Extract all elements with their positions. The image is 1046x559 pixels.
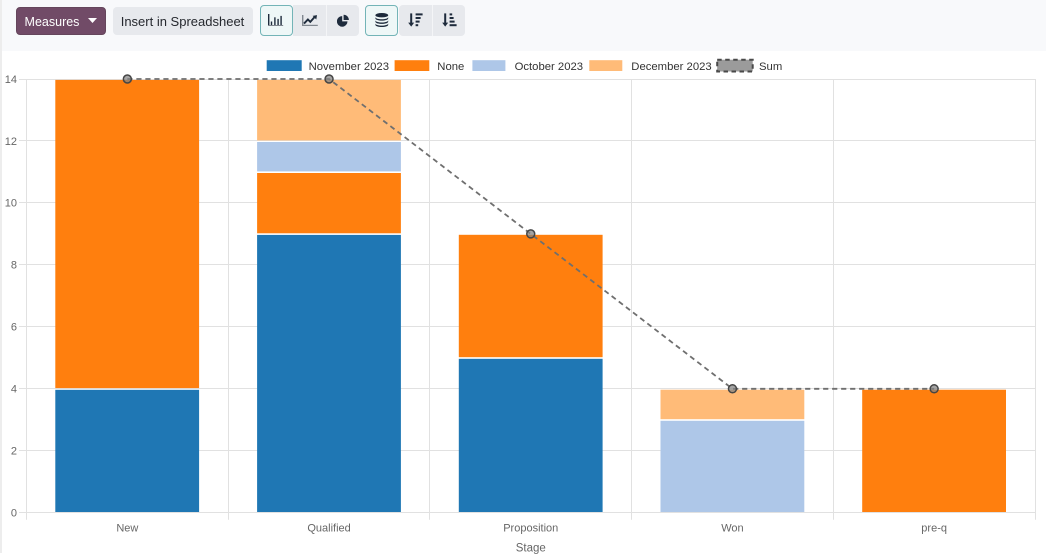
svg-text:None: None xyxy=(437,61,464,73)
svg-text:0: 0 xyxy=(11,508,17,520)
svg-text:12: 12 xyxy=(5,136,17,148)
svg-text:Won: Won xyxy=(721,523,743,535)
svg-text:December 2023: December 2023 xyxy=(631,61,711,73)
svg-text:10: 10 xyxy=(5,198,17,210)
svg-text:Sum: Sum xyxy=(759,61,782,73)
svg-text:New: New xyxy=(116,523,138,535)
svg-text:14: 14 xyxy=(5,74,17,86)
svg-text:pre-q: pre-q xyxy=(921,523,947,535)
svg-text:Proposition: Proposition xyxy=(503,523,558,535)
svg-text:October 2023: October 2023 xyxy=(515,61,583,73)
svg-text:8: 8 xyxy=(11,260,17,272)
svg-text:Qualified: Qualified xyxy=(307,523,350,535)
svg-text:6: 6 xyxy=(11,322,17,334)
svg-text:November 2023: November 2023 xyxy=(309,61,389,73)
svg-text:Stage: Stage xyxy=(516,543,546,555)
svg-text:2: 2 xyxy=(11,446,17,458)
svg-text:4: 4 xyxy=(11,384,17,396)
